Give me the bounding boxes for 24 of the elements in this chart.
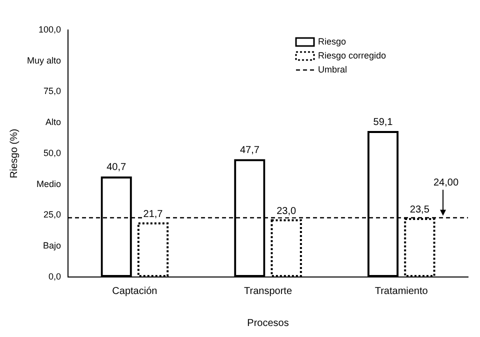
data-label: 23,0 [276, 206, 297, 217]
legend-label: Riesgo corregido [318, 50, 386, 60]
legend-label: Umbral [318, 64, 348, 74]
y-axis-title: Riesgo (%) [8, 128, 20, 178]
y-tick-label: Muy alto [27, 55, 62, 66]
y-tick-label: Alto [46, 117, 62, 128]
x-tick-label: Tratamiento [374, 286, 428, 297]
y-tick-label: 0,0 [48, 271, 62, 282]
data-label: 21,7 [143, 209, 164, 220]
y-tick-label: Bajo [43, 240, 62, 251]
y-tick-label: 100,0 [38, 24, 62, 34]
y-tick-label: 75,0 [43, 86, 62, 96]
x-axis-title: Procesos [247, 318, 289, 329]
y-tick-label: 25,0 [43, 210, 62, 220]
legend-label: Riesgo [318, 36, 346, 46]
data-label: 59,1 [373, 116, 394, 128]
data-label: 23,5 [410, 204, 430, 216]
data-label: 47,7 [240, 144, 260, 156]
x-tick-label: Captación [112, 286, 158, 297]
y-tick-label: Medio [36, 178, 62, 189]
y-tick-label: 50,0 [43, 148, 62, 158]
data-label: 40,7 [106, 162, 127, 174]
annotation: 24,00 [433, 177, 459, 188]
x-tick-label: Transporte [244, 286, 292, 297]
